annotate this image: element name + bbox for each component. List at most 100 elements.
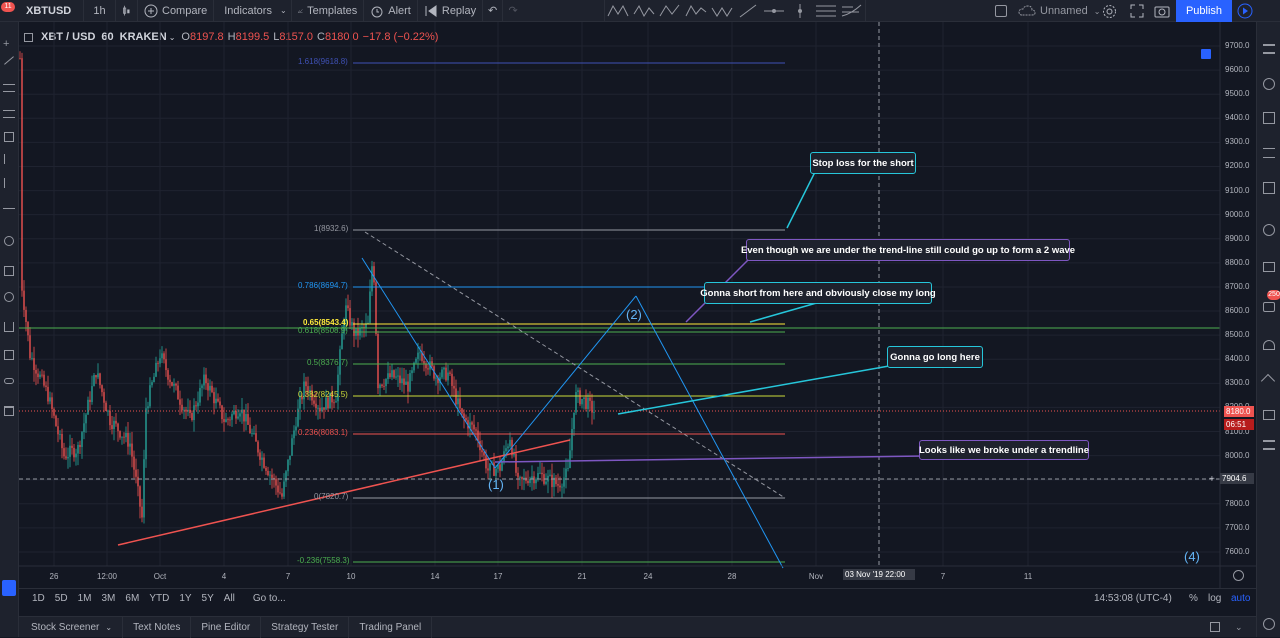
clock[interactable]: 14:53:08 (UTC-4)	[1094, 593, 1172, 604]
notification-badge[interactable]: 11	[1, 2, 15, 12]
save-icon[interactable]	[1201, 49, 1211, 59]
price-tick-label: 9400.0	[1225, 113, 1250, 123]
candle-body	[523, 477, 525, 480]
triangle-pattern-icon[interactable]	[683, 2, 709, 20]
tf-6m[interactable]: 6M	[125, 593, 140, 604]
candle-body	[313, 400, 315, 404]
trash-tool-icon[interactable]	[4, 406, 14, 416]
chat-badge[interactable]: 250	[1267, 290, 1280, 300]
callout-stop-loss[interactable]: Stop loss for the short	[810, 152, 916, 174]
brush-tool-icon[interactable]	[4, 132, 14, 142]
zoom-tool-icon[interactable]	[4, 292, 14, 302]
help-icon[interactable]	[1263, 618, 1275, 630]
compare-button[interactable]: Compare	[138, 0, 215, 22]
panel-strategy-tester[interactable]: Strategy Tester	[261, 616, 350, 638]
pattern-tool-icon[interactable]	[4, 178, 14, 188]
log-scale-button[interactable]: log	[1208, 593, 1222, 604]
chevron-up-icon[interactable]	[1260, 373, 1276, 389]
tf-ytd[interactable]: YTD	[149, 593, 170, 604]
notifications-icon[interactable]	[1263, 340, 1275, 350]
price-chart[interactable]	[19, 22, 1256, 588]
candle-body	[207, 383, 209, 391]
panel-text-notes[interactable]: Text Notes	[123, 616, 192, 638]
magnet-tool-icon[interactable]	[4, 322, 14, 332]
goto-button[interactable]: Go to...	[252, 593, 286, 604]
callout-wave2[interactable]: Even though we are under the trend-line …	[741, 239, 1075, 261]
legend-pair[interactable]: XBT / USD	[41, 31, 96, 43]
prediction-tool-icon[interactable]	[3, 208, 15, 209]
panel-collapse-icon[interactable]: ⌄	[1235, 622, 1243, 632]
symbol-search[interactable]: XBTUSD	[0, 0, 84, 22]
hotlist-icon[interactable]	[1263, 148, 1275, 158]
candle-body	[113, 420, 115, 429]
crosshair-tool-icon[interactable]: +	[3, 38, 10, 50]
elliott-wave-icon[interactable]	[709, 2, 735, 20]
panel-pine-editor[interactable]: Pine Editor	[191, 616, 262, 638]
fullscreen-checkbox-icon[interactable]	[995, 5, 1007, 17]
vertical-line-icon[interactable]	[787, 2, 813, 20]
axis-settings-icon[interactable]	[1233, 570, 1244, 581]
horizontal-line-icon[interactable]	[761, 2, 787, 20]
tf-3m[interactable]: 3M	[101, 593, 116, 604]
icon-tool-icon[interactable]	[4, 236, 14, 246]
play-circle-icon[interactable]	[1237, 3, 1253, 19]
alerts-sidebar-icon[interactable]	[1263, 78, 1275, 90]
dom-icon[interactable]	[1263, 440, 1275, 450]
tf-1y[interactable]: 1Y	[179, 593, 192, 604]
tf-1m[interactable]: 1M	[77, 593, 92, 604]
candle-body	[305, 381, 307, 387]
legend-dropdown-icon[interactable]: ⌄	[168, 32, 176, 42]
fullscreen-icon[interactable]	[1130, 4, 1144, 18]
measure-tool-icon[interactable]	[4, 266, 14, 276]
percent-scale-button[interactable]: %	[1189, 593, 1198, 604]
tf-5y[interactable]: 5Y	[201, 593, 214, 604]
trend-line-tool-icon[interactable]	[4, 56, 14, 65]
trend-line-icon[interactable]	[735, 2, 761, 20]
callout-short[interactable]: Gonna short from here and obviously clos…	[700, 282, 936, 304]
parallel-channel-icon[interactable]	[813, 2, 839, 20]
chat-icon[interactable]	[1263, 302, 1275, 312]
publish-button[interactable]: Publish	[1176, 0, 1232, 22]
abcd-pattern-icon[interactable]	[657, 2, 683, 20]
text-tool-icon[interactable]	[4, 154, 14, 164]
horizontal-lines-tool-icon[interactable]	[3, 84, 15, 92]
xabcd-pattern-icon[interactable]	[605, 2, 631, 20]
cypher-pattern-icon[interactable]	[631, 2, 657, 20]
settings-gear-icon[interactable]	[1102, 4, 1117, 19]
callout-long[interactable]: Gonna go long here	[887, 346, 983, 368]
templates-button[interactable]: Templates	[292, 0, 365, 22]
layout-name-button[interactable]: Unnamed ⌄	[1018, 0, 1100, 22]
chart-type-button[interactable]	[116, 0, 138, 22]
tf-5d[interactable]: 5D	[54, 593, 68, 604]
replay-button[interactable]: Replay	[418, 0, 484, 22]
panel-maximize-icon[interactable]	[1210, 622, 1220, 632]
interval-button[interactable]: 1h	[84, 0, 116, 22]
callout-trendline[interactable]: Looks like we broke under a trendline	[919, 440, 1089, 460]
pitchfork-tool-icon[interactable]	[3, 110, 15, 118]
tf-all[interactable]: All	[223, 593, 235, 604]
ideas-icon[interactable]	[1263, 224, 1275, 236]
alert-button[interactable]: Alert	[364, 0, 418, 22]
camera-icon[interactable]	[1154, 4, 1170, 18]
order-panel-icon[interactable]	[1263, 410, 1275, 420]
tf-1d[interactable]: 1D	[32, 593, 45, 604]
redo-button[interactable]: ↷	[503, 0, 523, 22]
undo-button[interactable]: ↶	[483, 0, 504, 22]
panel-stock-screener[interactable]: Stock Screener ⌄	[21, 616, 124, 638]
legend-collapse-icon[interactable]	[24, 32, 33, 42]
lock-tool-icon[interactable]	[4, 350, 14, 360]
object-tree-icon[interactable]	[2, 580, 16, 596]
data-window-icon[interactable]	[1263, 112, 1275, 124]
fib-level-label: 0.786(8694.7)	[298, 281, 348, 290]
visibility-tool-icon[interactable]	[4, 378, 14, 384]
watchlist-icon[interactable]	[1263, 44, 1275, 54]
candle-body	[271, 474, 273, 478]
candle-body	[67, 456, 69, 459]
streams-icon[interactable]	[1263, 262, 1275, 272]
indicators-button[interactable]: Indicators ⌄	[214, 0, 293, 22]
auto-scale-button[interactable]: auto	[1231, 593, 1251, 604]
panel-trading[interactable]: Trading Panel	[349, 616, 433, 638]
calendar-icon[interactable]	[1263, 182, 1275, 194]
fib-retracement-icon[interactable]	[839, 2, 865, 20]
candle-body	[205, 374, 207, 384]
